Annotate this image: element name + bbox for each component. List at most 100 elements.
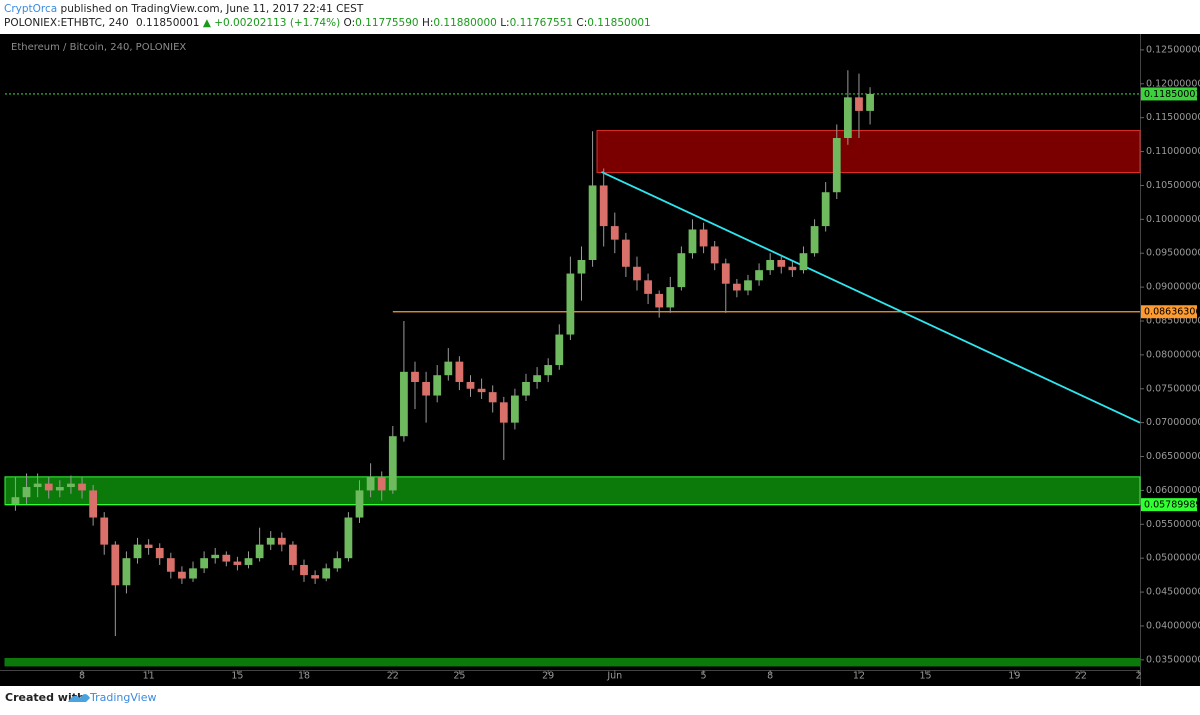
trend-line [601,171,1141,424]
x-tick-label: 5 [701,671,707,682]
candle-body [266,537,275,545]
footer-brand[interactable]: TradingView [89,691,156,704]
candle-body [732,283,741,291]
candle-body [144,544,153,549]
y-tick-label: 0.04500000 [1146,587,1200,598]
candle-body [178,571,186,579]
candle-body [810,226,819,254]
symbol: POLONIEX:ETHBTC, 240 [4,17,129,29]
y-tick-label: 0.07000000 [1146,417,1200,428]
author[interactable]: CryptOrca [4,3,57,15]
y-tick-label: 0.03500000 [1146,654,1200,665]
y-tick-label: 0.06000000 [1146,485,1200,496]
x-tick-label: 18 [298,671,310,682]
candle-body [377,476,386,491]
y-tick-label: 0.05000000 [1146,553,1200,564]
candle-body [222,554,231,562]
y-tick-label: 0.06500000 [1146,451,1200,462]
candle-body [211,554,220,559]
candle-body [133,544,142,559]
candle-body [832,138,841,193]
candle-body [433,375,442,396]
candle-body [355,490,364,518]
candle-body [677,253,686,288]
candle-body [455,361,464,382]
candle-body [699,229,708,247]
y-tick-label: 0.05500000 [1146,519,1200,530]
candle-body [388,436,397,491]
candle-body [289,544,297,565]
h-label: H: [422,17,433,29]
zone [596,130,1141,174]
x-tick-label: 8 [79,671,85,682]
y-tick-label: 0.04000000 [1146,620,1200,631]
candle-body [333,558,342,569]
candle-body [488,392,497,403]
y-tick-label: 0.11000000 [1146,146,1200,157]
candle-body [122,558,131,586]
candle-body [710,246,719,264]
candle-body [189,568,197,579]
y-tick-label: 0.12000000 [1146,78,1200,89]
candle-body [300,564,308,576]
y-tick-label: 0.09000000 [1146,282,1200,293]
footer-created: Created with [5,691,85,704]
y-tick-label: 0.09500000 [1146,248,1200,259]
price-tag-label: 0.11850001 [1144,89,1200,100]
candle-body [610,226,619,240]
candle-body [633,266,641,281]
candle-body [89,490,98,518]
y-tick-label: 0.12500000 [1146,44,1200,55]
x-tick-label: Jun [606,671,622,682]
c-label: C: [576,17,587,29]
candle-body [366,476,375,491]
candle-body [166,558,175,572]
candle-body [799,253,808,271]
x-tick-label: 15 [920,671,932,682]
candle-body [588,185,597,260]
candle-body [155,548,164,559]
candle-body [466,381,475,389]
y-tick-label: 0.10500000 [1146,180,1200,191]
h: 0.11880000 [433,17,496,29]
candle-body [67,483,75,488]
candle-body [322,568,331,579]
candle-body [255,544,264,559]
zone [4,476,1141,506]
candle-body [78,483,86,491]
price-tag-label: 0.08636306 [1144,307,1200,318]
candle-body [688,229,697,254]
candle-body [411,371,419,382]
candle-body [544,365,553,376]
x-tick-label: 22 [1075,671,1087,682]
candle-body [577,259,586,274]
published: published on TradingView.com, June 11, 2… [61,3,364,15]
x-tick-label: 12 [853,671,865,682]
candle-body [655,293,664,308]
c: 0.11850001 [587,17,650,29]
candle-body [855,97,863,111]
y-tick-label: 0.08000000 [1146,349,1200,360]
x-tick-label: 29 [542,671,554,682]
candle-body [644,280,652,294]
candle-body [111,544,120,586]
y-tick-label: 0.08500000 [1146,315,1200,326]
candle-body [721,263,730,284]
price-tag-label: 0.05789989 [1144,500,1200,511]
candle-body [566,273,575,335]
o: 0.11775590 [355,17,418,29]
candle-body [599,185,608,227]
candle-body [311,575,319,579]
candle-body [344,517,353,559]
candle-body [444,361,453,376]
logo [68,694,90,702]
y-tick-label: 0.10000000 [1146,214,1200,225]
candle-body [755,270,763,281]
candle-body [277,537,286,545]
zone [4,657,1141,667]
candle-body [33,483,42,488]
candle-body [522,381,530,396]
o-label: O: [344,17,356,29]
y-tick-label: 0.07500000 [1146,383,1200,394]
